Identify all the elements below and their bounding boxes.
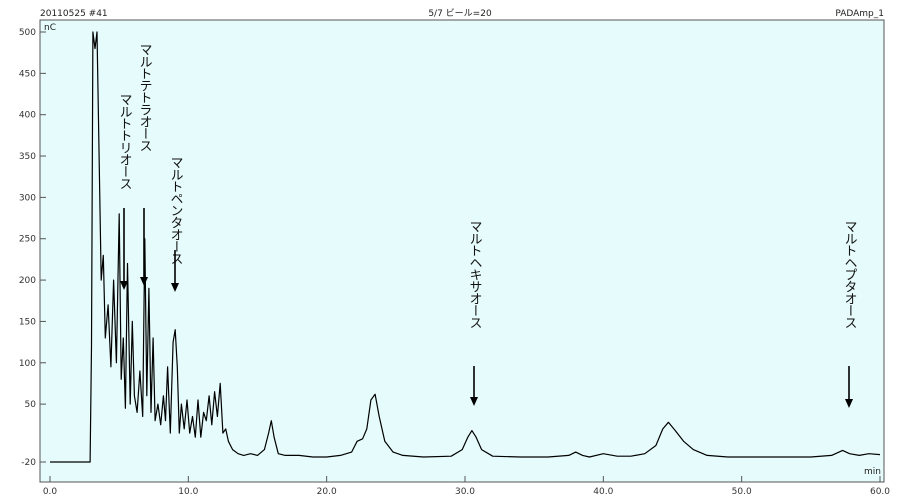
- x-tick-label: 40.0: [593, 487, 613, 497]
- y-tick-label: 350: [19, 152, 36, 162]
- x-axis-label: min: [864, 467, 881, 477]
- y-tick-label: 250: [19, 235, 36, 245]
- x-tick-label: 20.0: [317, 487, 337, 497]
- header-left: 20110525 #41: [40, 9, 108, 19]
- chromatogram-trace: [50, 31, 881, 463]
- x-tick-label: 0.0: [43, 487, 58, 497]
- chart-title: 5/7 ビール=20: [428, 8, 492, 19]
- y-tick-label: 200: [19, 276, 36, 286]
- y-tick-label: 300: [19, 193, 36, 203]
- y-tick-label: 400: [19, 111, 36, 121]
- peak-label: マルトペンタオース: [168, 156, 184, 265]
- y-unit-label: nC: [44, 23, 56, 33]
- peak-label: マルトヘキサオース: [467, 220, 483, 329]
- peak-annotation: マルトヘプタオース: [842, 220, 858, 408]
- peak-label: マルトトリオース: [117, 93, 132, 190]
- arrow-head: [470, 397, 478, 406]
- y-tick-label: 50: [25, 400, 37, 410]
- arrow-head: [140, 277, 148, 286]
- y-tick-label: 450: [19, 69, 36, 79]
- y-tick-label: 100: [19, 359, 36, 369]
- arrow-head: [171, 283, 179, 292]
- header-right: PADAmp_1: [835, 9, 884, 19]
- y-tick-label: -20: [21, 458, 36, 468]
- peak-label: マルトヘプタオース: [842, 220, 858, 329]
- axes: -20 50 100 150 200 250 300 350 400 450 500 0.0 10.0 2…: [19, 28, 890, 497]
- x-tick-label: 60.0: [870, 487, 890, 497]
- y-tick-label: 500: [19, 28, 36, 38]
- peak-annotation: マルトテトラオース: [137, 43, 152, 286]
- plot-background: [39, 19, 885, 483]
- peak-label: マルトテトラオース: [137, 43, 152, 152]
- arrow-head: [120, 281, 128, 290]
- arrow-head: [845, 399, 853, 408]
- peak-annotation: マルトペンタオース: [168, 156, 184, 292]
- y-tick-label: 150: [19, 317, 36, 327]
- x-tick-label: 30.0: [455, 487, 475, 497]
- peak-annotation: マルトトリオース: [117, 93, 132, 290]
- peak-annotation: マルトヘキサオース: [467, 220, 483, 406]
- x-tick-label: 50.0: [732, 487, 752, 497]
- x-tick-label: 10.0: [178, 487, 198, 497]
